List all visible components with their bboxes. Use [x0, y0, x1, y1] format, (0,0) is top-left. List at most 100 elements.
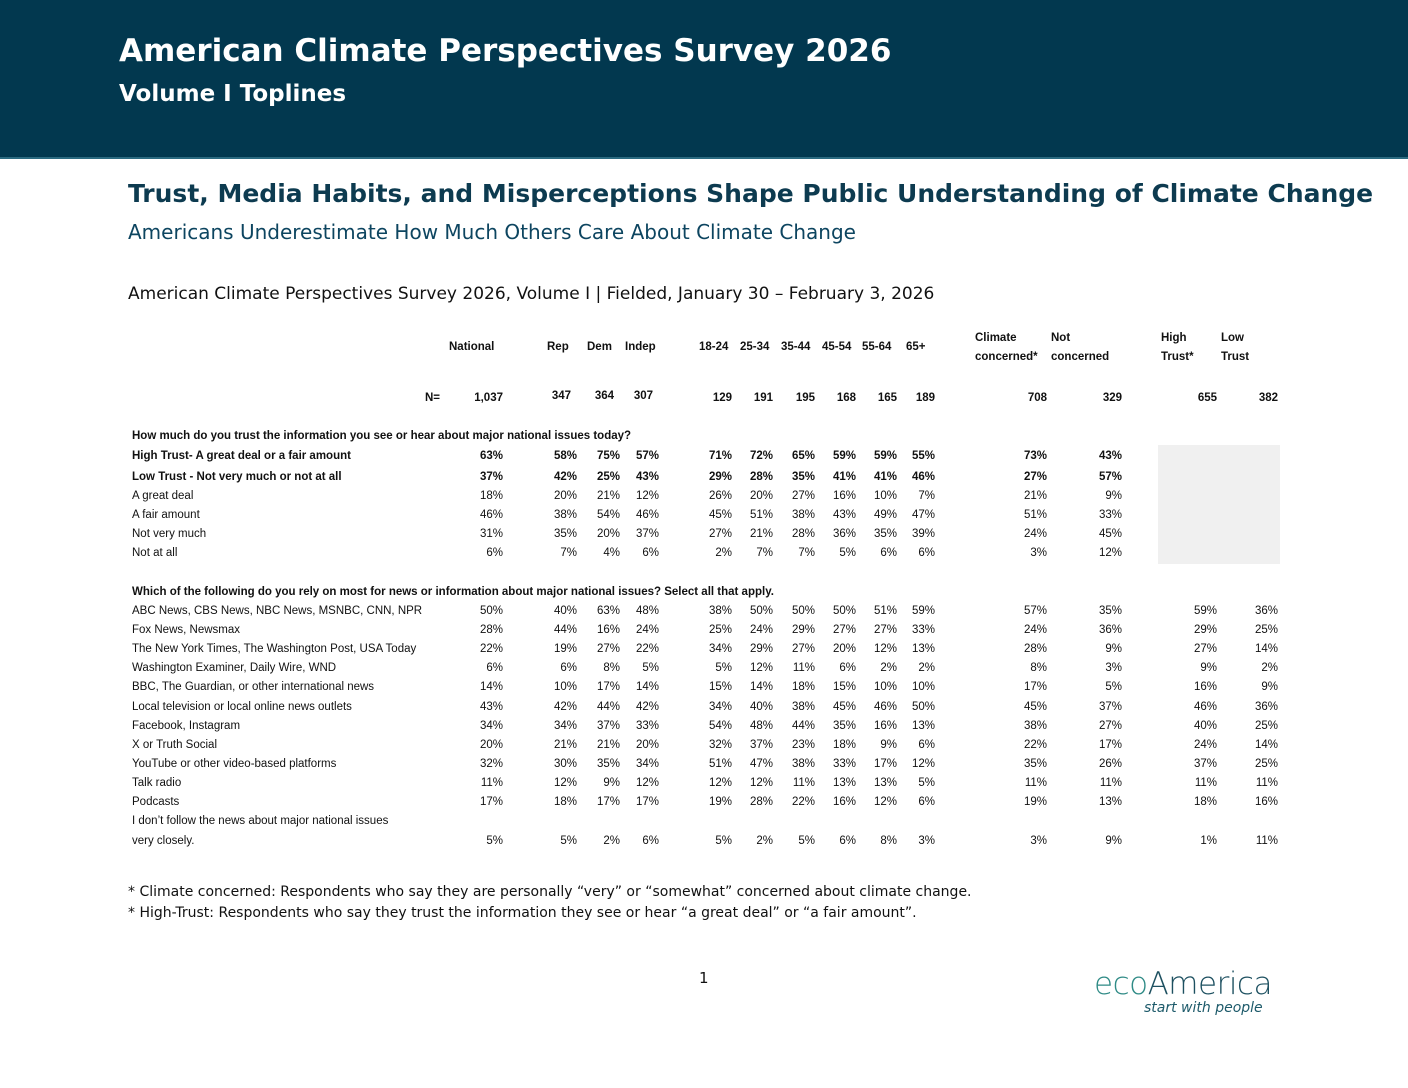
report-title: American Climate Perspectives Survey 202… [119, 33, 892, 69]
table-cell: 20% [832, 643, 856, 655]
table-cell: 12% [553, 777, 577, 789]
table-cell: 9% [1105, 490, 1122, 502]
table-cell: 59% [873, 450, 897, 462]
table-cell: 10% [553, 681, 577, 693]
table-cell: 5% [486, 835, 503, 847]
table-cell: 36% [1098, 624, 1122, 636]
table-cell: 10% [911, 681, 935, 693]
table-cell: 6% [642, 547, 659, 559]
table-cell: 24% [1023, 624, 1047, 636]
table-cell: 11% [792, 662, 815, 674]
table-cell: 38% [791, 758, 815, 770]
table-cell: 20% [749, 490, 773, 502]
table-cell: 59% [832, 450, 856, 462]
table-cell: 5% [798, 835, 815, 847]
table-cell: 46% [911, 471, 935, 483]
table-cell: 11% [792, 777, 815, 789]
table-cell: 9% [1105, 835, 1122, 847]
column-header: concerned* [975, 351, 1038, 363]
table-cell: 46% [873, 701, 897, 713]
row-label: Not very much [132, 528, 207, 540]
table-cell: 40% [1193, 720, 1217, 732]
sample-size: 165 [877, 392, 897, 404]
table-cell: 25% [596, 471, 620, 483]
table-cell: 12% [635, 490, 659, 502]
table-cell: 37% [635, 528, 659, 540]
row-label: Podcasts [132, 796, 180, 808]
column-header: High [1161, 332, 1187, 344]
table-cell: 17% [596, 681, 620, 693]
table-cell: 7% [560, 547, 577, 559]
table-cell: 33% [832, 758, 856, 770]
table-cell: 63% [479, 450, 503, 462]
table-cell: 43% [479, 701, 503, 713]
table-cell: 35% [791, 471, 815, 483]
table-cell: 22% [791, 796, 815, 808]
table-cell: 6% [918, 739, 935, 751]
table-cell: 57% [1098, 471, 1122, 483]
table-cell: 38% [791, 701, 815, 713]
table-cell: 9% [880, 739, 897, 751]
table-cell: 38% [791, 509, 815, 521]
table-cell: 75% [596, 450, 620, 462]
column-header: National [449, 341, 495, 353]
table-cell: 73% [1023, 450, 1047, 462]
table-cell: 27% [791, 490, 815, 502]
table-cell: 20% [553, 490, 577, 502]
column-header: Trust* [1161, 351, 1194, 363]
table-cell: 12% [873, 796, 897, 808]
table-cell: 16% [832, 796, 856, 808]
table-cell: 22% [1023, 739, 1047, 751]
table-cell: 16% [596, 624, 620, 636]
table-cell: 13% [873, 777, 897, 789]
table-cell: 24% [749, 624, 773, 636]
table-cell: 25% [1254, 758, 1278, 770]
table-cell: 27% [596, 643, 620, 655]
table-cell: 35% [553, 528, 577, 540]
table-cell: 27% [873, 624, 897, 636]
table-cell: 6% [918, 796, 935, 808]
table-cell: 6% [486, 547, 503, 559]
question-text: How much do you trust the information yo… [132, 430, 632, 442]
table-cell: 6% [839, 835, 856, 847]
table-cell: 2% [603, 835, 620, 847]
table-cell: 23% [791, 739, 815, 751]
table-cell: 42% [553, 471, 577, 483]
sample-size: 364 [594, 390, 614, 402]
column-header: 45-54 [822, 341, 852, 353]
table-cell: 4% [603, 547, 620, 559]
table-cell: 46% [635, 509, 659, 521]
table-cell: 10% [873, 681, 897, 693]
table-cell: 40% [553, 605, 577, 617]
table-cell: 18% [479, 490, 503, 502]
table-cell: 59% [911, 605, 935, 617]
table-cell: 21% [596, 490, 620, 502]
table-cell: 6% [839, 662, 856, 674]
table-cell: 35% [832, 720, 856, 732]
table-cell: 28% [791, 528, 815, 540]
table-cell: 13% [911, 643, 935, 655]
column-header: 55-64 [862, 341, 892, 353]
table-cell: 48% [635, 605, 659, 617]
ecoamerica-logo: ecoAmerica start with people [1094, 966, 1272, 1016]
table-cell: 20% [479, 739, 503, 751]
table-cell: 6% [560, 662, 577, 674]
table-cell: 22% [635, 643, 659, 655]
table-cell: 1% [1200, 835, 1217, 847]
table-cell: 6% [486, 662, 503, 674]
sample-size: 129 [712, 392, 732, 404]
table-cell: 37% [479, 471, 503, 483]
table-cell: 32% [708, 739, 732, 751]
table-cell: 29% [749, 643, 773, 655]
table-cell: 58% [553, 450, 577, 462]
table-cell: 12% [749, 777, 773, 789]
table-cell: 2% [1261, 662, 1278, 674]
sample-size: 1,037 [474, 392, 503, 404]
table-cell: 2% [918, 662, 935, 674]
table-cell: 12% [708, 777, 732, 789]
table-cell: 38% [553, 509, 577, 521]
table-cell: 35% [873, 528, 897, 540]
table-cell: 71% [708, 450, 732, 462]
table-cell: 30% [553, 758, 577, 770]
table-cell: 28% [749, 796, 773, 808]
